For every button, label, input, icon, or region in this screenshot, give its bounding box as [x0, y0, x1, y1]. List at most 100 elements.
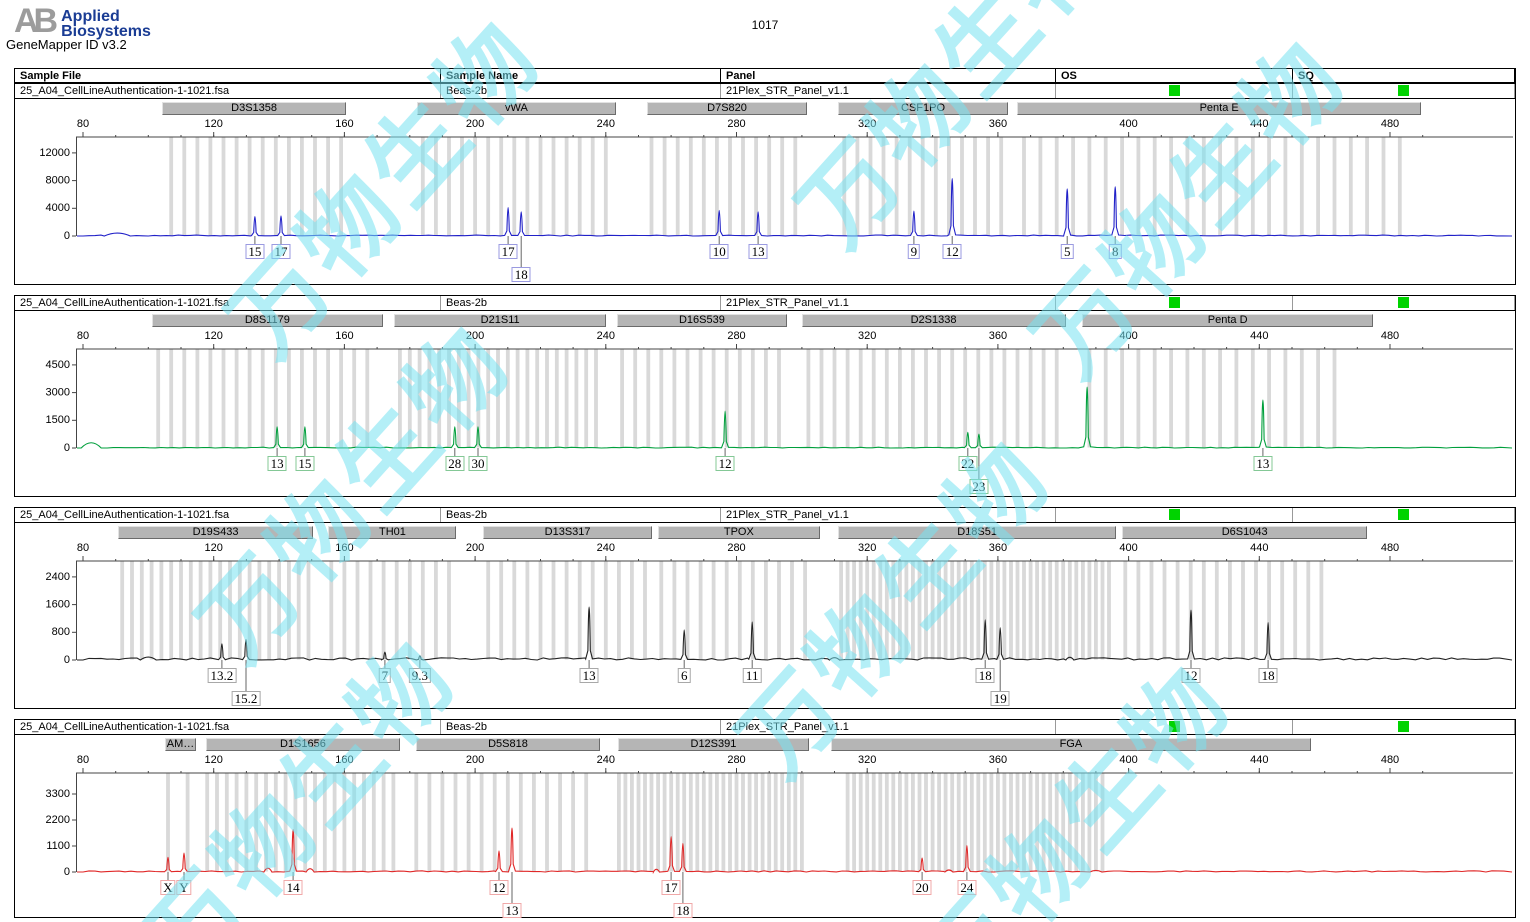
marker-box-D5S818: D5S818	[416, 738, 600, 751]
ab-monogram-icon: AB	[14, 2, 58, 40]
allele-label[interactable]: 12	[942, 244, 962, 259]
sample-file-value: 25_A04_CellLineAuthentication-1-1021.fsa	[15, 720, 441, 734]
allele-label[interactable]: 6	[677, 668, 691, 683]
allele-label[interactable]: 9	[907, 244, 921, 259]
y-axis-tick-label: 1100	[46, 840, 70, 852]
allele-label[interactable]: 17	[661, 880, 681, 895]
column-header-sq: SQ	[1293, 69, 1515, 82]
allele-label[interactable]: 11	[742, 668, 762, 683]
x-axis-tick-label: 480	[1380, 118, 1400, 130]
y-axis-tick-label: 0	[64, 654, 70, 666]
allele-label[interactable]: 19	[990, 691, 1010, 706]
electropherogram-plot[interactable]: 0 4000 8000 12000	[15, 132, 1515, 286]
y-axis-tick-label: 800	[52, 626, 70, 638]
x-axis-tick-label: 120	[204, 754, 223, 766]
sample-row[interactable]: 25_A04_CellLineAuthentication-1-1021.fsa…	[15, 720, 1515, 735]
sample-file-value: 25_A04_CellLineAuthentication-1-1021.fsa	[15, 84, 441, 98]
x-axis-tick-label: 120	[204, 330, 223, 342]
panel-name-value: 21Plex_STR_Panel_v1.1	[721, 508, 1056, 522]
allele-label[interactable]: 12	[1181, 668, 1201, 683]
y-axis-tick-label: 12000	[39, 147, 70, 159]
allele-label[interactable]: 9.3	[408, 668, 432, 683]
sq-cell	[1293, 720, 1515, 734]
sample-row[interactable]: 25_A04_CellLineAuthentication-1-1021.fsa…	[15, 296, 1515, 311]
x-axis-tick-label: 320	[858, 754, 877, 766]
electropherogram-panel-3: 25_A04_CellLineAuthentication-1-1021.fsa…	[14, 507, 1516, 709]
allele-label[interactable]: 8	[1108, 244, 1122, 259]
marker-box-TPOX: TPOX	[657, 526, 820, 539]
allele-label[interactable]: 15	[245, 244, 265, 259]
allele-label[interactable]: 13.2	[207, 668, 237, 683]
x-axis-tick-label: 200	[465, 542, 485, 554]
electropherogram-plot[interactable]: 0 800 1600 2400	[15, 556, 1515, 710]
x-axis-tick-label: 80	[76, 118, 90, 130]
os-quality-indicator	[1168, 721, 1180, 732]
allele-label[interactable]: 13	[267, 456, 287, 471]
sample-name-value: Beas-2b	[441, 296, 721, 310]
electropherogram-plot[interactable]: 0 1100 2200 3300	[15, 768, 1515, 919]
x-axis-tick-label: 200	[465, 118, 485, 130]
allele-label[interactable]: 12	[489, 880, 509, 895]
marker-box-D19S433: D19S433	[118, 526, 314, 539]
marker-box-D21S11: D21S11	[394, 314, 607, 327]
sample-row[interactable]: 25_A04_CellLineAuthentication-1-1021.fsa…	[15, 508, 1515, 523]
sample-name-value: Beas-2b	[441, 84, 721, 98]
allele-label[interactable]: 17	[271, 244, 291, 259]
electropherogram-panel-1: 25_A04_CellLineAuthentication-1-1021.fsa…	[14, 83, 1516, 285]
x-axis-tick-label: 400	[1119, 542, 1138, 554]
allele-label[interactable]: 7	[378, 668, 392, 683]
allele-label[interactable]: 20	[912, 880, 932, 895]
allele-label[interactable]: 13	[502, 903, 522, 918]
sample-file-value: 25_A04_CellLineAuthentication-1-1021.fsa	[15, 508, 441, 522]
x-axis-tick-label: 120	[204, 118, 223, 130]
electropherogram-plot[interactable]: 0 1500 3000 4500	[15, 344, 1515, 498]
allele-label[interactable]: 22	[958, 456, 978, 471]
y-axis-tick-label: 0	[64, 442, 70, 454]
marker-box-D6S1043: D6S1043	[1122, 526, 1368, 539]
x-axis-tick-label: 480	[1380, 542, 1400, 554]
allele-label[interactable]: 18	[511, 267, 531, 282]
x-axis-tick-label: 200	[465, 330, 485, 342]
x-axis-tick-label: 400	[1119, 118, 1138, 130]
y-axis-tick-label: 0	[64, 866, 70, 878]
x-axis-tick-label: 80	[76, 330, 90, 342]
x-axis-tick-label: 360	[988, 754, 1008, 766]
allele-label[interactable]: 17	[498, 244, 518, 259]
allele-label[interactable]: 15	[295, 456, 315, 471]
allele-label[interactable]: 15.2	[231, 691, 261, 706]
os-cell	[1056, 720, 1293, 734]
x-axis-tick-label: 400	[1119, 330, 1138, 342]
allele-label[interactable]: Y	[176, 880, 192, 895]
allele-label[interactable]: 30	[468, 456, 488, 471]
x-axis-tick-label: 120	[204, 542, 223, 554]
marker-box-D16S539: D16S539	[616, 314, 788, 327]
sample-row[interactable]: 25_A04_CellLineAuthentication-1-1021.fsa…	[15, 84, 1515, 99]
y-axis-tick-label: 2200	[46, 814, 70, 826]
y-axis-tick-label: 1500	[46, 414, 70, 426]
allele-label[interactable]: 18	[975, 668, 995, 683]
allele-label[interactable]: X	[160, 880, 176, 895]
allele-label[interactable]: 13	[579, 668, 599, 683]
allele-label[interactable]: 18	[1258, 668, 1278, 683]
y-axis-tick-label: 2400	[46, 571, 70, 583]
allele-label[interactable]: 5	[1060, 244, 1074, 259]
marker-box-PentaE: Penta E	[1017, 102, 1422, 115]
x-axis-tick-label: 440	[1250, 118, 1269, 130]
allele-label[interactable]: 13	[748, 244, 768, 259]
allele-label[interactable]: 18	[673, 903, 693, 918]
os-quality-indicator	[1168, 297, 1180, 308]
sample-name-value: Beas-2b	[441, 508, 721, 522]
allele-label[interactable]: 12	[715, 456, 735, 471]
y-axis-tick-label: 3000	[46, 387, 70, 399]
panel-name-value: 21Plex_STR_Panel_v1.1	[721, 720, 1056, 734]
allele-label[interactable]: 28	[445, 456, 465, 471]
allele-label[interactable]: 24	[957, 880, 977, 895]
column-header-os: OS	[1056, 69, 1293, 82]
sq-cell	[1293, 296, 1515, 310]
allele-label[interactable]: 14	[283, 880, 303, 895]
marker-box-TH01: TH01	[328, 526, 457, 539]
allele-label[interactable]: 23	[969, 479, 989, 494]
allele-label[interactable]: 13	[1253, 456, 1273, 471]
allele-label[interactable]: 10	[709, 244, 729, 259]
